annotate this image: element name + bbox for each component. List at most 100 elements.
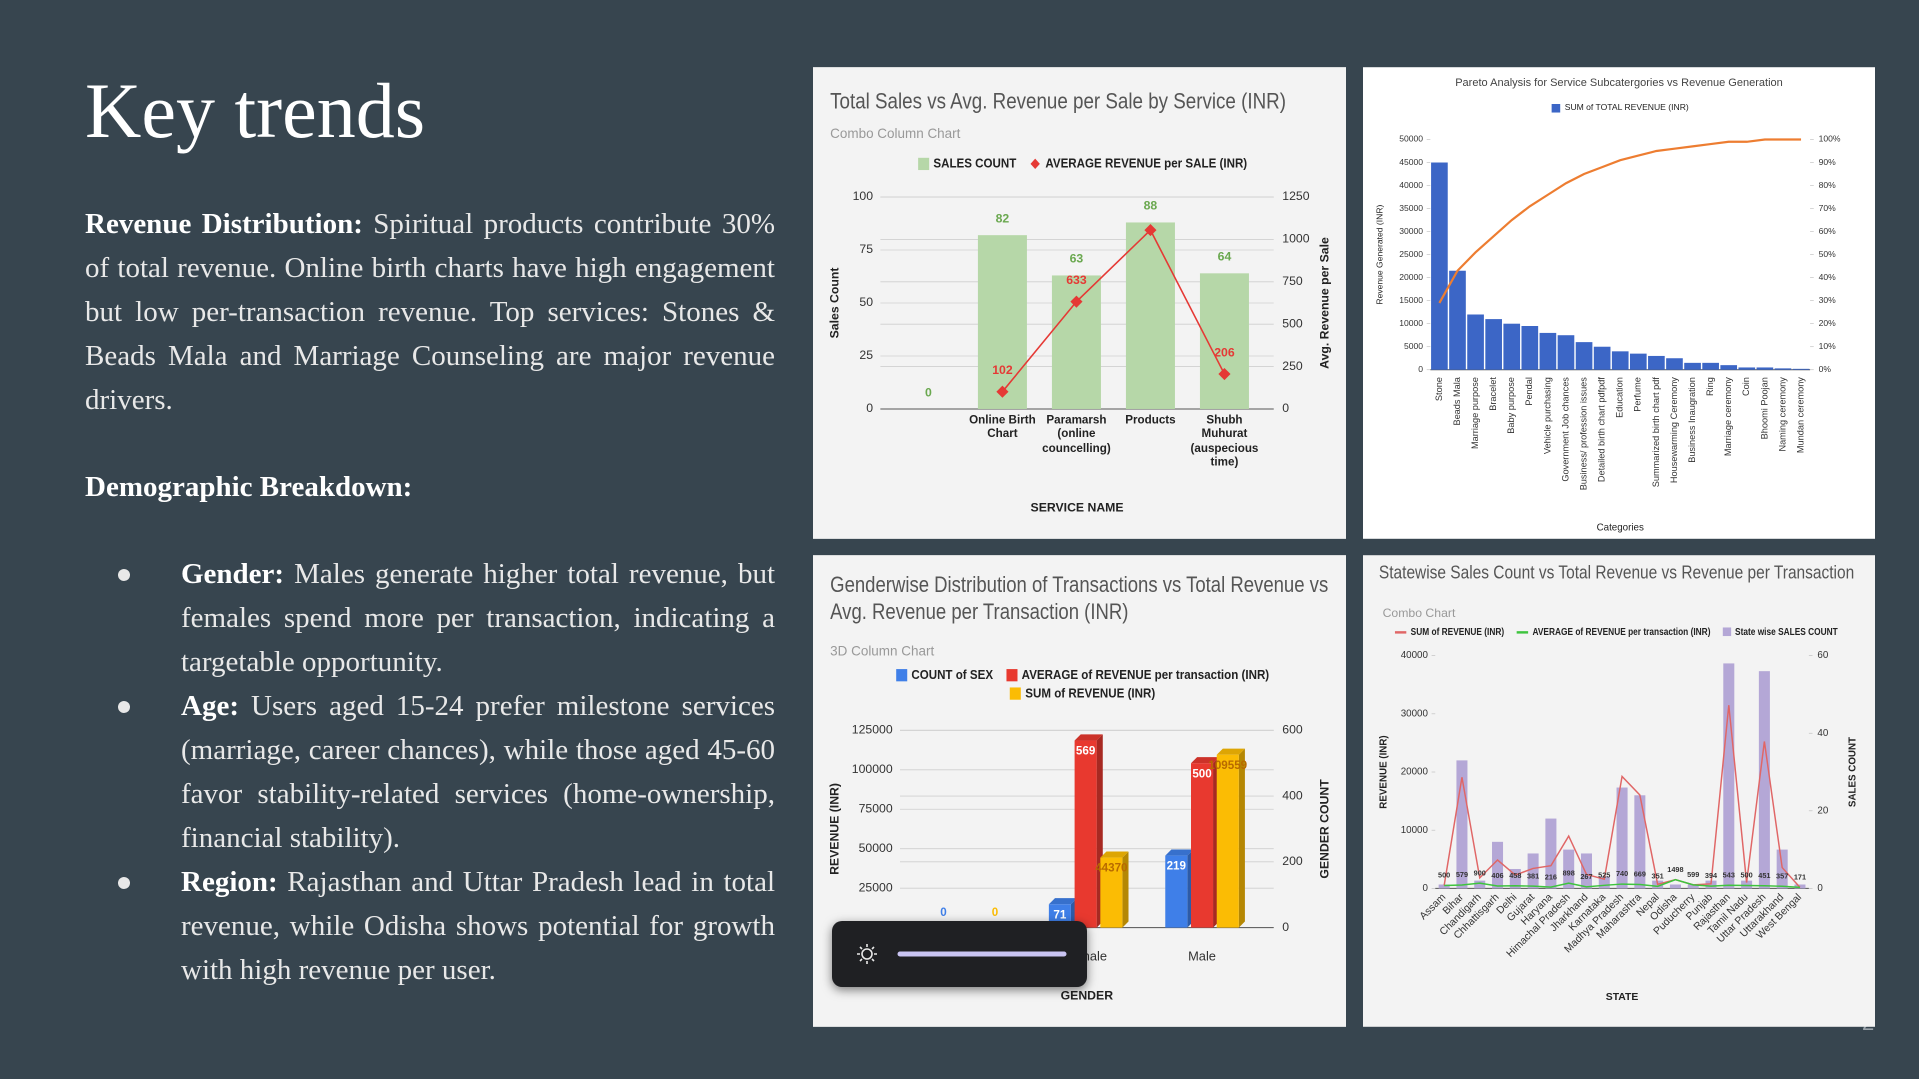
data-label: 381 — [1527, 871, 1539, 880]
data-label: 500 — [1740, 871, 1752, 880]
legend-box: SALES COUNT AVERAGE REVENUE per SALE (INR… — [917, 156, 1247, 172]
data-label: 633 — [1066, 273, 1087, 287]
data-label: 451 — [1758, 871, 1770, 880]
bar — [1074, 740, 1097, 928]
y-tick-label: 0 — [1817, 883, 1823, 894]
legend-swatch — [1551, 104, 1560, 113]
y-axis-title: REVENUE (INR) — [827, 783, 841, 875]
x-axis-title: STATE — [1606, 992, 1639, 1003]
y-tick-label: 10000 — [1399, 318, 1423, 328]
bar — [1216, 754, 1239, 928]
y-tick-label: 10000 — [1401, 825, 1429, 836]
chart-panel: Statewise Sales Count vs Total Revenue v… — [1363, 555, 1875, 1027]
bar — [1100, 857, 1123, 928]
legend-box: COUNT of SEX AVERAGE of REVENUE per trans… — [895, 668, 1269, 701]
x-tick-label-box: Paramarsh (online councelling) — [1042, 414, 1111, 455]
y2-axis-title: GENDER COUNT — [1317, 779, 1331, 879]
legend-label: SALES COUNT — [933, 156, 1017, 172]
bar — [1503, 323, 1521, 370]
revenue-paragraph: Revenue Distribution: Spiritual products… — [85, 202, 775, 422]
bar — [1598, 876, 1610, 889]
bullet-list: Gender: Males generate higher total reve… — [85, 552, 775, 992]
bullet-text: Rajasthan and Uttar Pradesh lead in tota… — [181, 866, 776, 986]
y-axis-title: REVENUE (INR) — [1378, 735, 1389, 808]
bar — [1474, 880, 1486, 889]
legend-label: AVERAGE of REVENUE per transaction (INR) — [1021, 667, 1270, 683]
x-tick-label: Ring — [1705, 377, 1715, 396]
legend-swatch — [1722, 627, 1731, 637]
bar — [1776, 849, 1788, 889]
y-tick-label: 20% — [1819, 318, 1837, 328]
y-tick-label: 45000 — [1399, 157, 1423, 167]
bullet-text: Males generate higher total revenue, but… — [181, 558, 776, 678]
y-tick-label: 0 — [1418, 364, 1423, 374]
y-tick-label: 125000 — [852, 723, 893, 737]
x-tick-label-box: Shubh Muhurat (auspecious time) — [1190, 414, 1258, 469]
y-tick-label: 90% — [1819, 157, 1837, 167]
legend-item: State wise SALES COUNT — [1722, 626, 1838, 637]
chart-title: Total Sales vs Avg. Revenue per Sale by … — [830, 88, 1286, 113]
legend-label: SUM of REVENUE (INR) — [1410, 626, 1505, 638]
brightness-slider[interactable] — [832, 921, 1087, 987]
x-tick-label: Marriage ceremony — [1723, 377, 1733, 456]
line-marker — [1144, 224, 1157, 237]
bar — [1774, 368, 1792, 370]
line — [1438, 138, 1802, 304]
legend-swatch — [1394, 630, 1407, 633]
legend-swatch — [1030, 158, 1041, 170]
y-tick-label: 40% — [1819, 272, 1837, 282]
x-tick-label-box: Products — [1125, 413, 1176, 428]
y-tick-label: 10% — [1819, 341, 1837, 351]
bullet-label: Region: — [181, 866, 278, 898]
brightness-popup[interactable] — [832, 921, 1087, 987]
chart-subtitle: 3D Column Chart — [830, 643, 934, 658]
legend-item: COUNT of SEX — [895, 668, 993, 683]
bar — [1539, 332, 1557, 370]
data-label: 458 — [1509, 871, 1521, 880]
x-tick-label: Housewarming Ceremony — [1669, 377, 1679, 483]
bar — [1684, 362, 1701, 370]
y-tick-label: 75000 — [859, 801, 893, 815]
data-label: 88 — [1144, 199, 1158, 213]
bar — [1616, 787, 1628, 889]
bar — [1521, 326, 1539, 370]
revenue-label: Revenue Distribution: — [85, 208, 363, 240]
y-tick-label: 0 — [1282, 401, 1289, 415]
data-label: 599 — [1687, 870, 1699, 879]
x-tick-label: Coin — [1741, 377, 1751, 396]
bar — [1563, 849, 1575, 889]
legend-item: AVERAGE of REVENUE per transaction (INR) — [1006, 668, 1269, 683]
line — [1444, 878, 1801, 889]
x-tick-label: Naming ceremony — [1777, 377, 1787, 452]
revenue-text: Spiritual products contribute 30% of tot… — [85, 208, 775, 416]
bar — [1456, 760, 1468, 889]
y-tick-label: 20000 — [1399, 272, 1423, 282]
y-tick-label: 70% — [1819, 203, 1837, 213]
bullet-label: Age: — [181, 690, 239, 722]
y2-axis-title: SALES COUNT — [1848, 737, 1859, 807]
data-label: 109559 — [1208, 759, 1247, 772]
x-tick-label: Online Birth Chart — [969, 413, 1036, 442]
legend-item: SUM of TOTAL REVENUE (INR) — [1551, 104, 1689, 113]
data-label: 0 — [925, 385, 932, 399]
bar — [1792, 368, 1810, 370]
chart-panel: Total Sales vs Avg. Revenue per Sale by … — [813, 67, 1346, 539]
legend-item: AVERAGE of REVENUE per transaction (INR) — [1516, 626, 1710, 637]
y-axis-title: Revenue Generated (INR) — [1374, 205, 1384, 305]
data-label: 579 — [1456, 870, 1468, 879]
x-tick-label: Beads Mala — [1452, 376, 1462, 425]
y-tick-label: 40000 — [1399, 180, 1423, 190]
data-label: 1498 — [1667, 865, 1683, 874]
x-tick-label: Products — [1125, 413, 1176, 428]
data-label: 500 — [1192, 767, 1211, 780]
bullet: Region: Rajasthan and Uttar Pradesh lead… — [85, 860, 775, 992]
bar — [1593, 346, 1611, 370]
bar — [1485, 319, 1502, 370]
x-tick-label: Business Inaugration — [1687, 377, 1697, 463]
x-tick-label: Perfume — [1633, 377, 1643, 412]
data-label: 64 — [1218, 250, 1232, 264]
y-tick-label: 100% — [1819, 134, 1841, 144]
y-tick-label: 60 — [1817, 650, 1828, 661]
bar — [1702, 362, 1719, 370]
